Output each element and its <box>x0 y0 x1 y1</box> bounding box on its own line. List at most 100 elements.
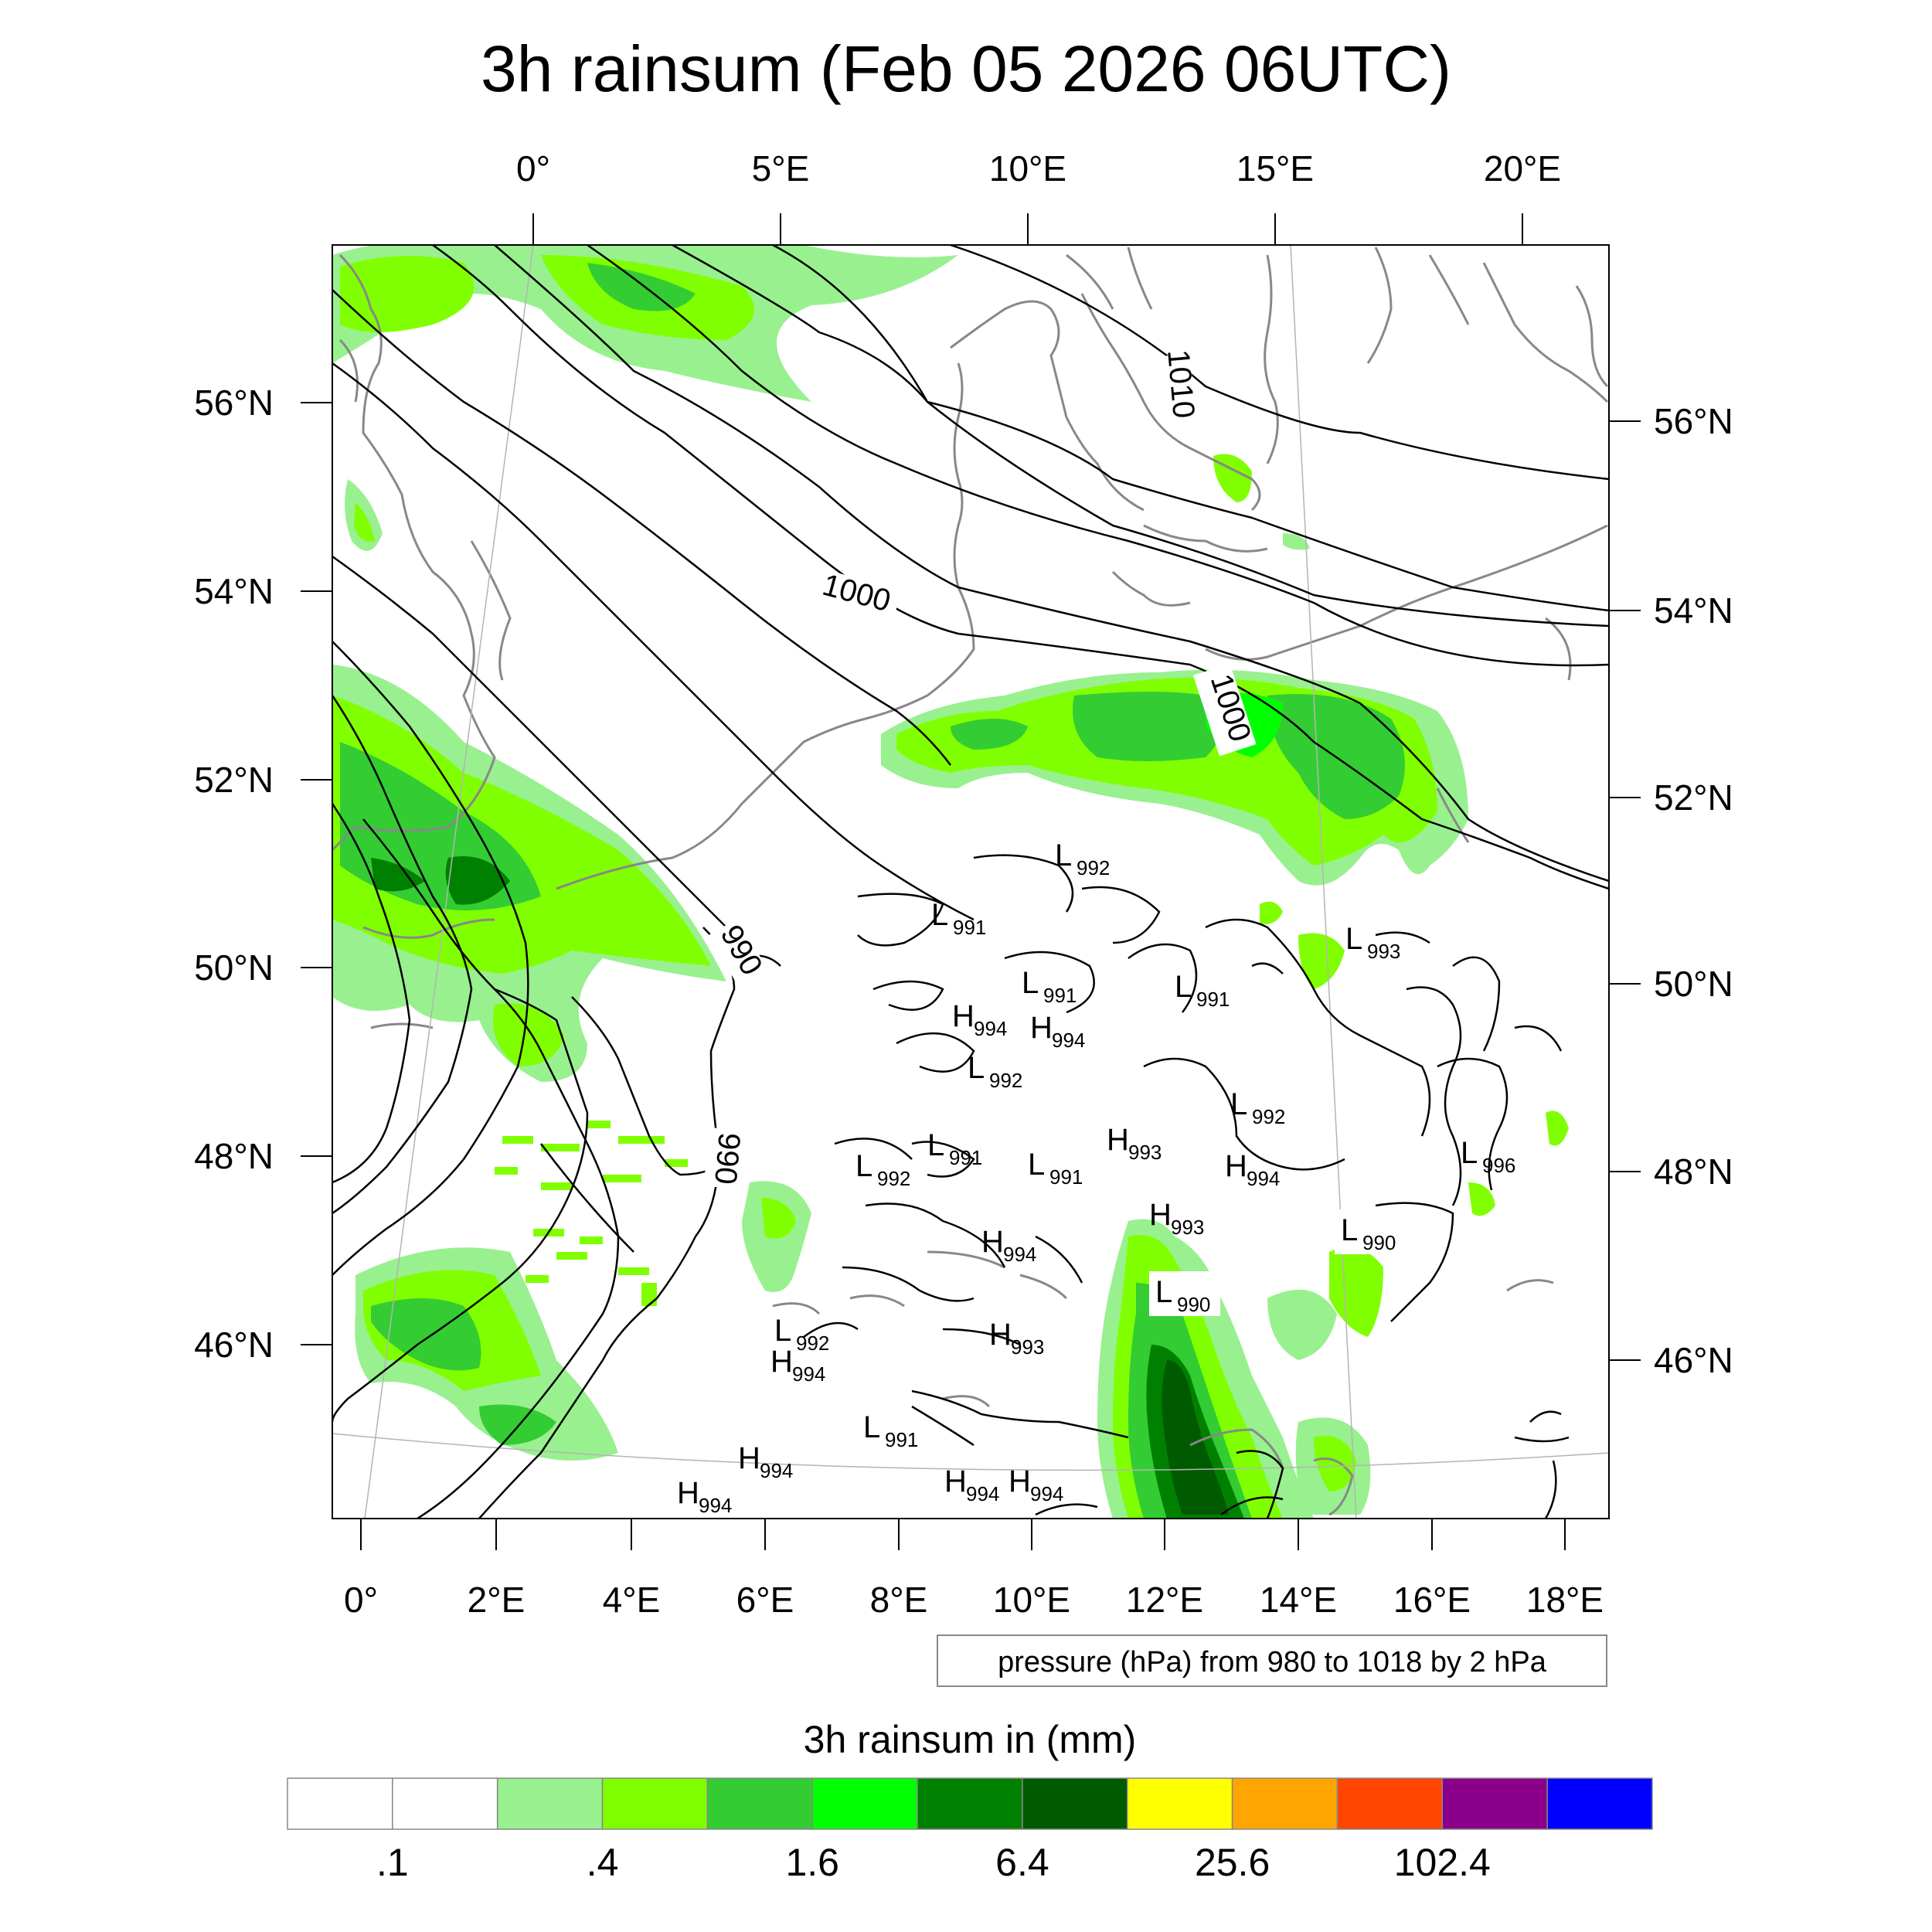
label-backdrop <box>1149 1271 1220 1316</box>
isobar-label: 1010 <box>1161 349 1201 420</box>
bottom-longitude-label: 12°E <box>1126 1580 1203 1620</box>
colorbar-swatch <box>601 1777 709 1830</box>
label-backdrop <box>1335 1209 1406 1254</box>
pressure-center: H 994 <box>981 1225 1036 1266</box>
precip-area-poland <box>951 719 1028 750</box>
pressure-center: H 994 <box>677 1476 732 1517</box>
low-pressure-label: L <box>855 1149 872 1183</box>
pressure-center: L 991 <box>863 1410 918 1451</box>
low-pressure-label: L <box>1022 966 1039 1000</box>
pressure-center: L 992 <box>855 1149 910 1190</box>
bottom-longitude-label: 18°E <box>1526 1580 1604 1620</box>
left-latitude-label: 56°N <box>194 383 274 423</box>
high-pressure-label: H <box>1009 1464 1031 1498</box>
pressure-center: H 994 <box>738 1441 793 1482</box>
pressure-center: L 990 <box>1335 1209 1406 1254</box>
colorbar-swatch <box>1336 1777 1444 1830</box>
map-title: 3h rainsum (Feb 05 2026 06UTC) <box>481 32 1451 105</box>
precip-area-slovenia <box>1267 1289 1337 1360</box>
colorbar-swatch <box>1441 1777 1548 1830</box>
pressure-center: H 993 <box>1107 1123 1162 1164</box>
pressure-value: 994 <box>1003 1243 1036 1266</box>
pressure-value: 993 <box>1011 1335 1044 1359</box>
top-longitude-label: 5°E <box>752 148 810 189</box>
colorbar-label: 1.6 <box>785 1841 839 1884</box>
pressure-center: L 992 <box>774 1314 829 1355</box>
low-pressure-label: L <box>774 1314 791 1348</box>
contour-info-box: pressure (hPa) from 980 to 1018 by 2 hPa <box>937 1634 1607 1687</box>
low-pressure-label: L <box>1461 1136 1478 1170</box>
right-latitude-label: 56°N <box>1654 401 1733 441</box>
bottom-longitude-label: 8°E <box>870 1580 928 1620</box>
pressure-value: 994 <box>699 1494 732 1517</box>
precip-area-baltic <box>1213 454 1252 502</box>
pressure-value: 994 <box>1247 1167 1280 1190</box>
precip-area-slovenia <box>1329 1247 1383 1337</box>
pressure-value: 991 <box>1043 984 1077 1007</box>
pressure-value: 996 <box>1482 1154 1515 1177</box>
high-pressure-label: H <box>1030 1011 1053 1045</box>
pressure-value: 990 <box>1362 1231 1396 1254</box>
pressure-center: L 991 <box>1175 970 1230 1011</box>
pressure-value: 993 <box>1171 1216 1204 1239</box>
low-pressure-label: L <box>1155 1275 1172 1309</box>
precip-area-baltic <box>1283 533 1310 550</box>
pressure-value: 994 <box>760 1459 793 1482</box>
map-axes: 0° 5°E 10°E 15°E 20°E 0° 2°E 4°E 6°E 8°E 10°E 12°E 1… <box>194 148 1733 1620</box>
precip-area-czech <box>1298 933 1345 989</box>
bottom-longitude-label: 16°E <box>1393 1580 1471 1620</box>
high-pressure-label: H <box>770 1345 793 1379</box>
pressure-center: L 991 <box>1028 1148 1083 1189</box>
pressure-center: H 994 <box>1009 1464 1063 1505</box>
colorbar-swatch <box>1022 1777 1128 1830</box>
precip-area-southwest <box>371 1298 481 1371</box>
colorbar-swatch <box>1231 1777 1338 1830</box>
pressure-value: 990 <box>1177 1293 1210 1316</box>
top-longitude-label: 10°E <box>989 148 1066 189</box>
high-pressure-label: H <box>1149 1198 1172 1232</box>
pressure-value: 991 <box>1196 988 1230 1011</box>
pressure-center: L 992 <box>1055 838 1110 879</box>
high-pressure-label: H <box>952 999 975 1033</box>
high-pressure-label: H <box>981 1225 1004 1259</box>
pressure-value: 991 <box>953 916 986 939</box>
pressure-value: 992 <box>989 1069 1022 1092</box>
bottom-longitude-label: 0° <box>344 1580 378 1620</box>
colorbar: .1 .4 1.6 6.4 25.6 102.4 <box>287 1777 1653 1884</box>
pressure-center: H 993 <box>1149 1198 1204 1239</box>
precip-area-southwest <box>479 1404 556 1445</box>
pressure-value: 993 <box>1367 940 1400 963</box>
pressure-value: 992 <box>877 1167 910 1190</box>
colorbar-swatch <box>496 1777 604 1830</box>
pressure-center: L 990 <box>1149 1271 1220 1316</box>
pressure-value: 994 <box>1052 1029 1085 1052</box>
colorbar-swatch <box>1546 1777 1653 1830</box>
pressure-center: L 993 <box>1345 922 1400 963</box>
pressure-value: 991 <box>1049 1165 1083 1189</box>
bottom-longitude-label: 2°E <box>468 1580 526 1620</box>
low-pressure-label: L <box>1230 1087 1247 1121</box>
pressure-center: L 991 <box>927 1128 982 1169</box>
low-pressure-label: L <box>968 1051 985 1085</box>
low-pressure-label: L <box>1175 970 1192 1004</box>
pressure-center: H 994 <box>770 1345 825 1386</box>
precip-area-poland <box>1073 692 1221 761</box>
map-frame <box>332 244 1610 1519</box>
colorbar-swatch <box>392 1777 498 1830</box>
colorbar-swatch <box>1127 1777 1233 1830</box>
left-latitude-label: 46°N <box>194 1325 274 1365</box>
left-latitude-label: 54°N <box>194 571 274 611</box>
top-longitude-label: 15°E <box>1236 148 1314 189</box>
colorbar-label: 25.6 <box>1195 1841 1270 1884</box>
low-pressure-label: L <box>927 1128 944 1162</box>
high-pressure-label: H <box>1107 1123 1129 1157</box>
low-pressure-label: L <box>1345 922 1362 956</box>
pressure-value: 993 <box>1128 1141 1162 1164</box>
bottom-longitude-label: 4°E <box>603 1580 661 1620</box>
low-pressure-label: L <box>1055 838 1072 872</box>
pressure-center: L 996 <box>1461 1136 1515 1177</box>
colorbar-swatch <box>287 1777 393 1830</box>
high-pressure-label: H <box>1225 1149 1247 1183</box>
precip-area-north-sea-core <box>587 263 696 311</box>
